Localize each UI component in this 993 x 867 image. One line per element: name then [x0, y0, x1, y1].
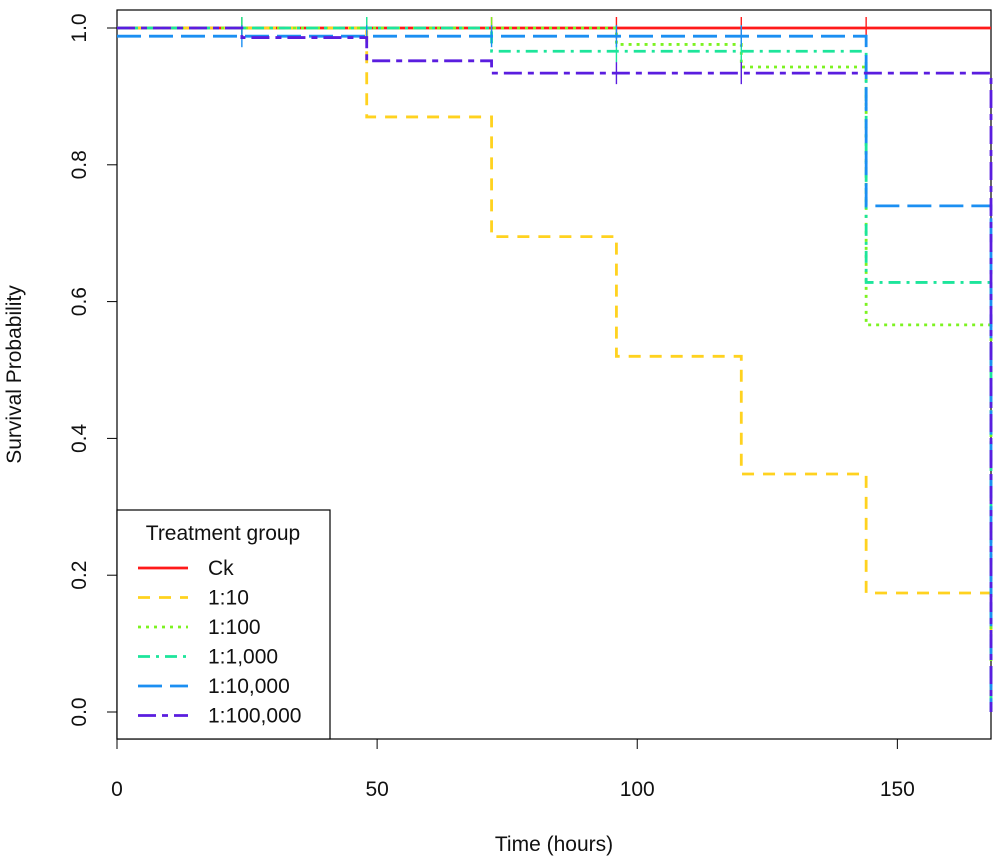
series-line-1-10: [117, 26, 993, 712]
legend-label-1-100: 1:100: [208, 616, 261, 639]
plot-area: 0 50 100 150 0.0 0.2 0.4 0.6 0.8 1.0 Time (hours) S…: [3, 9, 993, 856]
x-tick-label-50: 50: [365, 778, 388, 801]
y-tick-label-0-6: 0.6: [68, 287, 91, 316]
x-tick-label-0: 0: [111, 778, 123, 801]
y-axis-label: Survival Probability: [3, 285, 26, 464]
legend-label-ck: Ck: [208, 557, 234, 580]
x-tick-label-100: 100: [620, 778, 655, 801]
y-tick-label-0-2: 0.2: [68, 561, 91, 590]
y-tick-label-0-8: 0.8: [68, 150, 91, 179]
legend-label-1-10-000: 1:10,000: [208, 675, 290, 698]
legend-title: Treatment group: [146, 522, 300, 545]
legend-label-1-100-000: 1:100,000: [208, 705, 301, 728]
y-tick-label-0-0: 0.0: [68, 697, 91, 726]
x-tick-label-150: 150: [880, 778, 915, 801]
y-tick-label-1-0: 1.0: [68, 13, 91, 42]
legend-label-1-10: 1:10: [208, 587, 249, 610]
x-axis-label: Time (hours): [495, 833, 613, 856]
legend-box: [116, 509, 331, 740]
legend-label-1-1-000: 1:1,000: [208, 646, 278, 669]
y-tick-label-0-4: 0.4: [68, 423, 91, 453]
